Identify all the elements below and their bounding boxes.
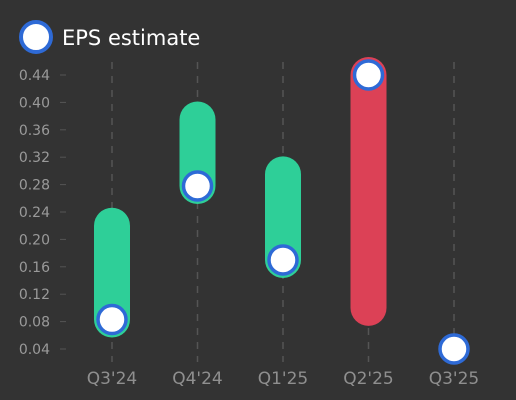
estimate-marker [352, 59, 385, 91]
y-tick-label: 0.08 [19, 315, 50, 331]
y-tick-label: 0.44 [19, 68, 50, 84]
y-tick-label: 0.16 [19, 260, 50, 276]
y-tick-label: 0.24 [19, 205, 50, 221]
range-bar [94, 207, 130, 338]
x-tick-label: Q4'24 [172, 369, 223, 389]
marker-layer [96, 59, 470, 365]
y-axis: 0.04 0.08 0.12 0.16 0.20 0.24 0.28 0.32 0.36 0.40… [19, 68, 66, 358]
y-tick-label: 0.40 [19, 95, 50, 111]
legend: EPS estimate [19, 20, 200, 54]
y-tick-label: 0.12 [19, 287, 50, 303]
y-tick-label: 0.20 [19, 232, 50, 248]
x-tick-label: Q1'25 [258, 369, 309, 389]
estimate-marker [181, 170, 214, 202]
legend-label: EPS estimate [62, 26, 200, 50]
y-tick-label: 0.32 [19, 150, 50, 166]
y-tick-label: 0.04 [19, 342, 50, 358]
y-tick-label: 0.36 [19, 123, 50, 139]
y-tick-label: 0.28 [19, 178, 50, 194]
x-tick-label: Q2'25 [343, 369, 394, 389]
x-axis: Q3'24 Q4'24 Q1'25 Q2'25 Q3'25 [87, 369, 480, 389]
estimate-marker [438, 333, 470, 365]
range-bar [350, 57, 387, 326]
estimate-marker [96, 303, 128, 336]
x-tick-label: Q3'25 [429, 369, 480, 389]
bar-layer [94, 57, 387, 338]
legend-marker-icon [19, 20, 53, 54]
estimate-marker [267, 244, 299, 276]
x-tick-label: Q3'24 [87, 369, 138, 389]
